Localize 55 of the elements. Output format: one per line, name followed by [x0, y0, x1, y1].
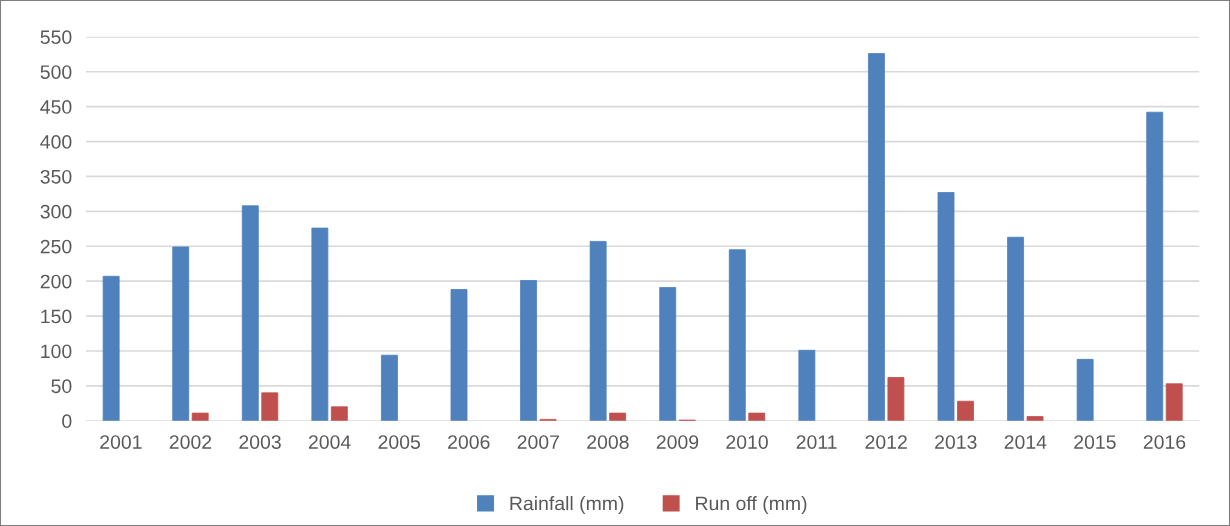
bar [589, 240, 607, 421]
y-tick-label: 300 [40, 204, 72, 219]
x-tick-label: 2009 [656, 435, 699, 449]
bar [102, 275, 120, 421]
bar [659, 287, 677, 421]
bar [520, 280, 537, 421]
bar [1007, 236, 1024, 421]
x-tick-label: 2015 [1074, 435, 1116, 449]
y-tick-label: 150 [41, 309, 72, 324]
bar [330, 406, 348, 421]
bar [1076, 358, 1094, 421]
y-tick-label: 0 [62, 414, 72, 429]
x-tick-label: 2005 [378, 435, 420, 449]
bar [311, 227, 329, 421]
y-tick-label: 350 [40, 169, 72, 184]
bar [748, 412, 766, 421]
bar [1026, 416, 1044, 421]
x-tick-label: 2012 [865, 435, 907, 449]
x-tick-label: 2006 [448, 435, 490, 449]
bar [609, 412, 627, 421]
x-tick-label: 2010 [726, 435, 768, 449]
x-tick-label: 2016 [1143, 435, 1186, 449]
bar [241, 205, 259, 421]
x-tick-label: 2007 [517, 435, 559, 449]
bar [798, 349, 816, 421]
y-tick-label: 400 [40, 135, 72, 149]
bar [937, 192, 955, 421]
x-tick-label: 2002 [169, 435, 212, 449]
bar [172, 246, 190, 421]
y-tick-label: 50 [51, 379, 72, 394]
bar [887, 377, 905, 421]
x-tick-label: 2004 [308, 435, 351, 449]
legend-label: Run off (mm) [696, 496, 807, 515]
bar [1146, 111, 1164, 421]
bar [191, 412, 209, 421]
y-tick-label: 200 [40, 274, 72, 289]
bar [868, 53, 885, 421]
bar [261, 392, 279, 421]
y-tick-label: 550 [40, 30, 72, 45]
x-tick-label: 2013 [935, 435, 977, 449]
bar [957, 400, 974, 421]
x-tick-label: 2014 [1004, 435, 1047, 449]
y-tick-label: 100 [41, 344, 72, 359]
bar [450, 289, 468, 421]
y-tick-label: 250 [40, 239, 72, 254]
x-tick-label: 2003 [239, 435, 281, 449]
bar [1165, 383, 1183, 421]
legend-label: Rainfall (mm) [510, 496, 624, 515]
bar [381, 354, 398, 421]
y-tick-label: 500 [40, 65, 72, 79]
y-tick-label: 450 [40, 100, 72, 114]
x-tick-label: 2011 [796, 435, 837, 449]
bar [728, 249, 746, 421]
x-tick-label: 2008 [587, 435, 629, 449]
x-tick-label: 2001 [100, 435, 142, 449]
